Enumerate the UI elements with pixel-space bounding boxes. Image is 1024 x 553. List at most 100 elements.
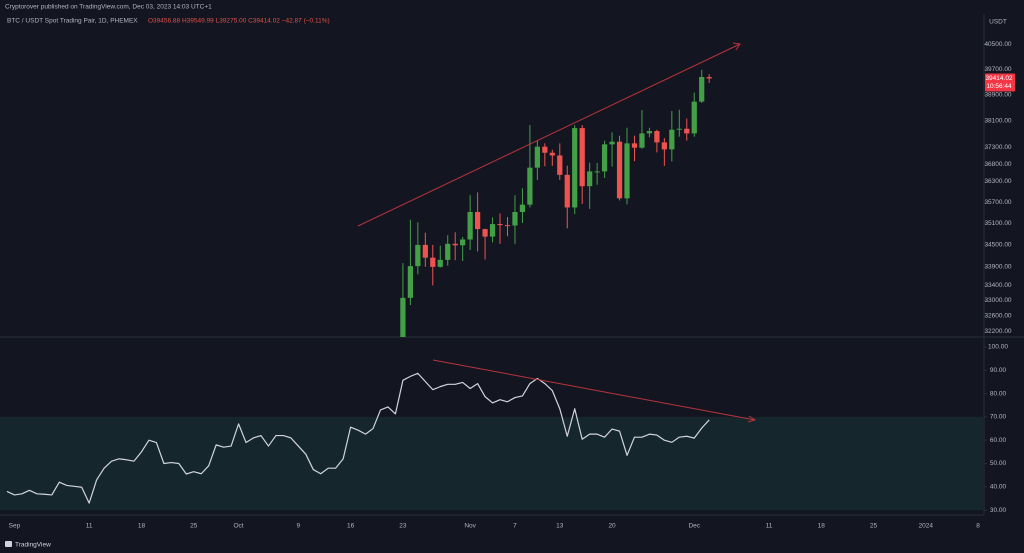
candle-body: [519, 204, 526, 213]
y-tick-label: 39700.00: [984, 66, 1011, 73]
trendline: [432, 359, 756, 421]
candle-body: [579, 128, 585, 187]
y-tick-label: 30.00: [990, 507, 1007, 514]
candle-body: [474, 212, 481, 230]
y-tick-label: 34500.00: [984, 242, 1011, 249]
candle-body: [572, 128, 578, 208]
x-tick-label: 18: [818, 523, 826, 530]
symbol: BTC / USDT Spot Trading Pair, 1D, PHEMEX: [7, 18, 138, 25]
price-tag: [985, 73, 1015, 92]
x-tick-label: 8: [976, 523, 980, 530]
candle-body: [534, 146, 540, 168]
y-tick-label: 36300.00: [984, 178, 1011, 185]
candle-body: [684, 128, 690, 134]
trendline-arrow: [747, 415, 757, 423]
candle-body: [542, 146, 548, 153]
candle-body: [437, 259, 443, 267]
candle-body: [594, 171, 600, 173]
x-tick-label: 18: [138, 523, 146, 530]
y-tick-label: 40500.00: [984, 41, 1011, 48]
x-tick-label: 25: [190, 523, 198, 530]
footer-brand: TradingView: [15, 542, 51, 549]
x-tick-label: Nov: [464, 523, 476, 530]
y-tick-label: 37300.00: [984, 144, 1011, 151]
author-line: Cryptorover published on TradingView.com…: [5, 4, 212, 11]
x-tick-label: Dec: [688, 523, 700, 530]
y-tick-label: 100.00: [988, 344, 1008, 351]
y-tick-label: 32200.00: [984, 328, 1011, 335]
candle-body: [445, 243, 451, 260]
x-tick-label: 7: [513, 523, 517, 530]
candle-body: [706, 77, 712, 79]
y-tick-label: 38900.00: [984, 92, 1011, 99]
y-tick-label: 33900.00: [984, 264, 1011, 271]
x-tick-label: 20: [608, 523, 616, 530]
candle-body: [430, 257, 436, 267]
candle-body: [616, 141, 623, 199]
x-tick-label: 16: [347, 523, 355, 530]
candle-body: [549, 152, 555, 156]
candle-body: [631, 143, 638, 148]
candle-body: [587, 171, 593, 187]
trendline-arrow: [732, 42, 741, 51]
candle-body: [407, 266, 413, 298]
x-tick-label: 11: [766, 523, 773, 530]
x-tick-label: 2024: [919, 523, 934, 530]
candle-body: [504, 225, 511, 227]
candle-body: [699, 77, 705, 102]
candle-body: [557, 155, 563, 175]
y-tick-label: 35700.00: [984, 199, 1011, 206]
x-tick-label: 13: [556, 523, 564, 530]
candle-body: [639, 133, 645, 148]
candle-body: [609, 141, 615, 145]
y-tick-label: 60.00: [990, 437, 1007, 444]
trendline: [357, 43, 741, 227]
candle-body: [669, 129, 675, 150]
candle-body: [489, 224, 496, 237]
y-tick-label: 33000.00: [984, 297, 1011, 304]
candle-body: [646, 131, 653, 134]
candle-body: [482, 229, 488, 237]
candle-body: [691, 101, 697, 134]
y-tick-label: 38100.00: [984, 118, 1011, 125]
candle-body: [400, 297, 406, 337]
x-tick-label: Sep: [9, 523, 21, 530]
x-tick-label: Oct: [234, 523, 244, 530]
candle-body: [467, 212, 473, 240]
price-tag-label: 39414.02: [985, 75, 1012, 82]
x-tick-label: 25: [870, 523, 878, 530]
y-tick-label: 50.00: [990, 460, 1007, 467]
y-tick-label: 33400.00: [984, 282, 1011, 289]
candle-body: [512, 212, 518, 226]
currency-label: USDT: [989, 19, 1007, 26]
x-tick-label: 11: [86, 523, 93, 530]
price-trendline: [357, 42, 741, 227]
candle-body: [624, 143, 630, 199]
candle-body: [452, 243, 458, 246]
y-tick-label: 35100.00: [984, 220, 1011, 227]
x-tick-label: 23: [399, 523, 407, 530]
rsi-pane: [6, 372, 710, 504]
candle-body: [527, 167, 533, 205]
y-tick-label: 32600.00: [984, 312, 1011, 319]
rsi-band: [0, 416, 984, 511]
candle-body: [601, 144, 608, 172]
footer-logo: TradingView: [5, 541, 51, 549]
candle-body: [661, 142, 667, 150]
price-pane: [400, 69, 712, 337]
ohlc-legend: O39456.88 H39549.99 L39275.00 C39414.02 …: [148, 18, 330, 25]
rsi-trendline: [432, 359, 757, 423]
countdown-label: 10:56:44: [986, 83, 1012, 90]
candle-body: [497, 224, 503, 226]
rsi-line: [6, 372, 710, 504]
axis-layer: 40500.00 39700.00 38900.00 38100.00 37300.00…: [9, 41, 1015, 530]
candle-body: [676, 128, 682, 130]
y-tick-label: 40.00: [990, 484, 1007, 491]
y-tick-label: 90.00: [990, 367, 1007, 374]
candle-body: [564, 174, 570, 208]
x-tick-label: 9: [297, 523, 301, 530]
y-tick-label: 70.00: [990, 414, 1007, 421]
candle-body: [415, 244, 421, 267]
